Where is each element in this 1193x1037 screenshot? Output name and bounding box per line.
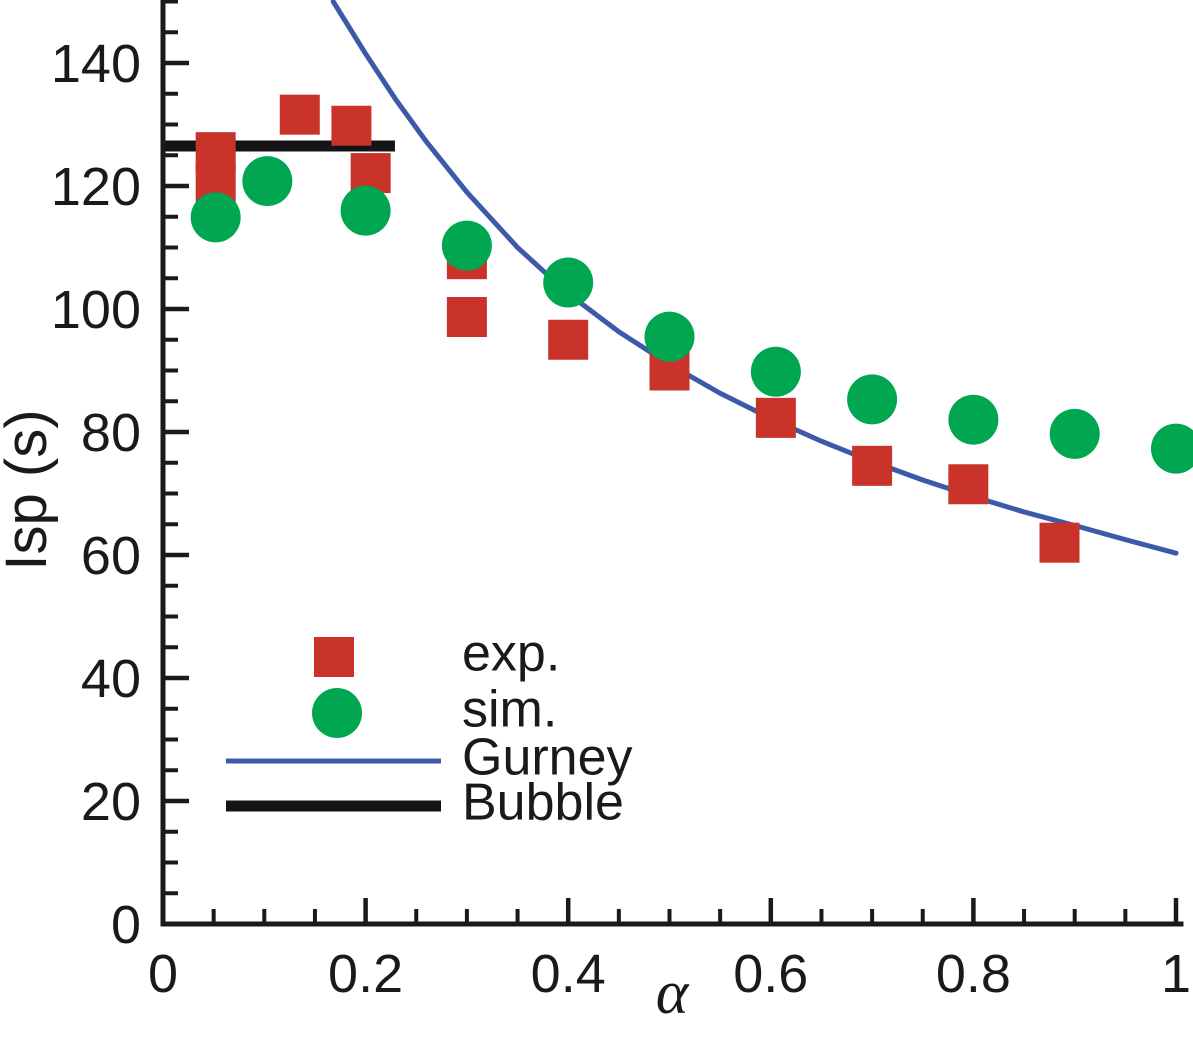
y-axis-ticks — [163, 0, 189, 927]
y-tick-label: 60 — [81, 526, 141, 586]
data-point-exp — [446, 296, 487, 337]
data-point-exp — [1039, 522, 1080, 563]
y-tick-label: 40 — [81, 649, 141, 709]
data-point-sim — [340, 185, 391, 236]
legend-label-sim: sim. — [462, 681, 557, 739]
x-tick-label: 0.4 — [531, 944, 606, 1004]
data-point-sim — [644, 311, 695, 362]
data-point-exp — [331, 105, 372, 146]
legend-label-gurney: Gurney — [462, 729, 633, 787]
y-tick-label: 20 — [81, 772, 141, 832]
legend-swatch-exp — [314, 637, 354, 677]
data-point-exp — [548, 319, 589, 360]
data-point-sim — [190, 192, 241, 243]
x-axis-tick-labels: 0 0.2 0.4 0.6 0.8 1 — [148, 944, 1191, 1004]
data-point-exp — [948, 464, 989, 505]
legend-label-bubble: Bubble — [462, 774, 624, 832]
data-point-exp — [279, 94, 320, 135]
data-point-sim — [543, 257, 594, 308]
x-tick-label: 1 — [1161, 944, 1191, 1004]
x-tick-label: 0 — [148, 944, 178, 1004]
data-point-sim — [242, 156, 293, 207]
legend-label-exp: exp. — [462, 625, 560, 683]
y-axis-title: Isp (s) — [0, 409, 59, 570]
x-tick-label: 0.8 — [936, 944, 1011, 1004]
x-axis-title: α — [656, 959, 690, 1027]
series-line-gurney — [330, 0, 1179, 556]
data-point-exp — [852, 445, 893, 486]
x-axis-ticks — [160, 898, 1179, 924]
data-point-sim — [1151, 423, 1193, 474]
y-tick-label: 120 — [51, 157, 141, 217]
data-point-sim — [1049, 408, 1100, 459]
data-point-exp — [755, 397, 796, 438]
x-tick-label: 0.2 — [328, 944, 403, 1004]
y-tick-label: 100 — [51, 280, 141, 340]
y-tick-label: 140 — [51, 34, 141, 94]
data-markers-layer — [190, 94, 1193, 563]
y-tick-label: 0 — [111, 895, 141, 955]
y-tick-label: 80 — [81, 403, 141, 463]
data-point-sim — [441, 220, 492, 271]
data-point-sim — [847, 374, 898, 425]
legend-swatch-sim — [312, 688, 362, 738]
data-point-sim — [750, 346, 801, 397]
x-tick-label: 0.6 — [733, 944, 808, 1004]
data-point-sim — [948, 394, 999, 445]
y-axis-tick-labels: 0 20 40 60 80 100 120 140 — [51, 34, 141, 955]
